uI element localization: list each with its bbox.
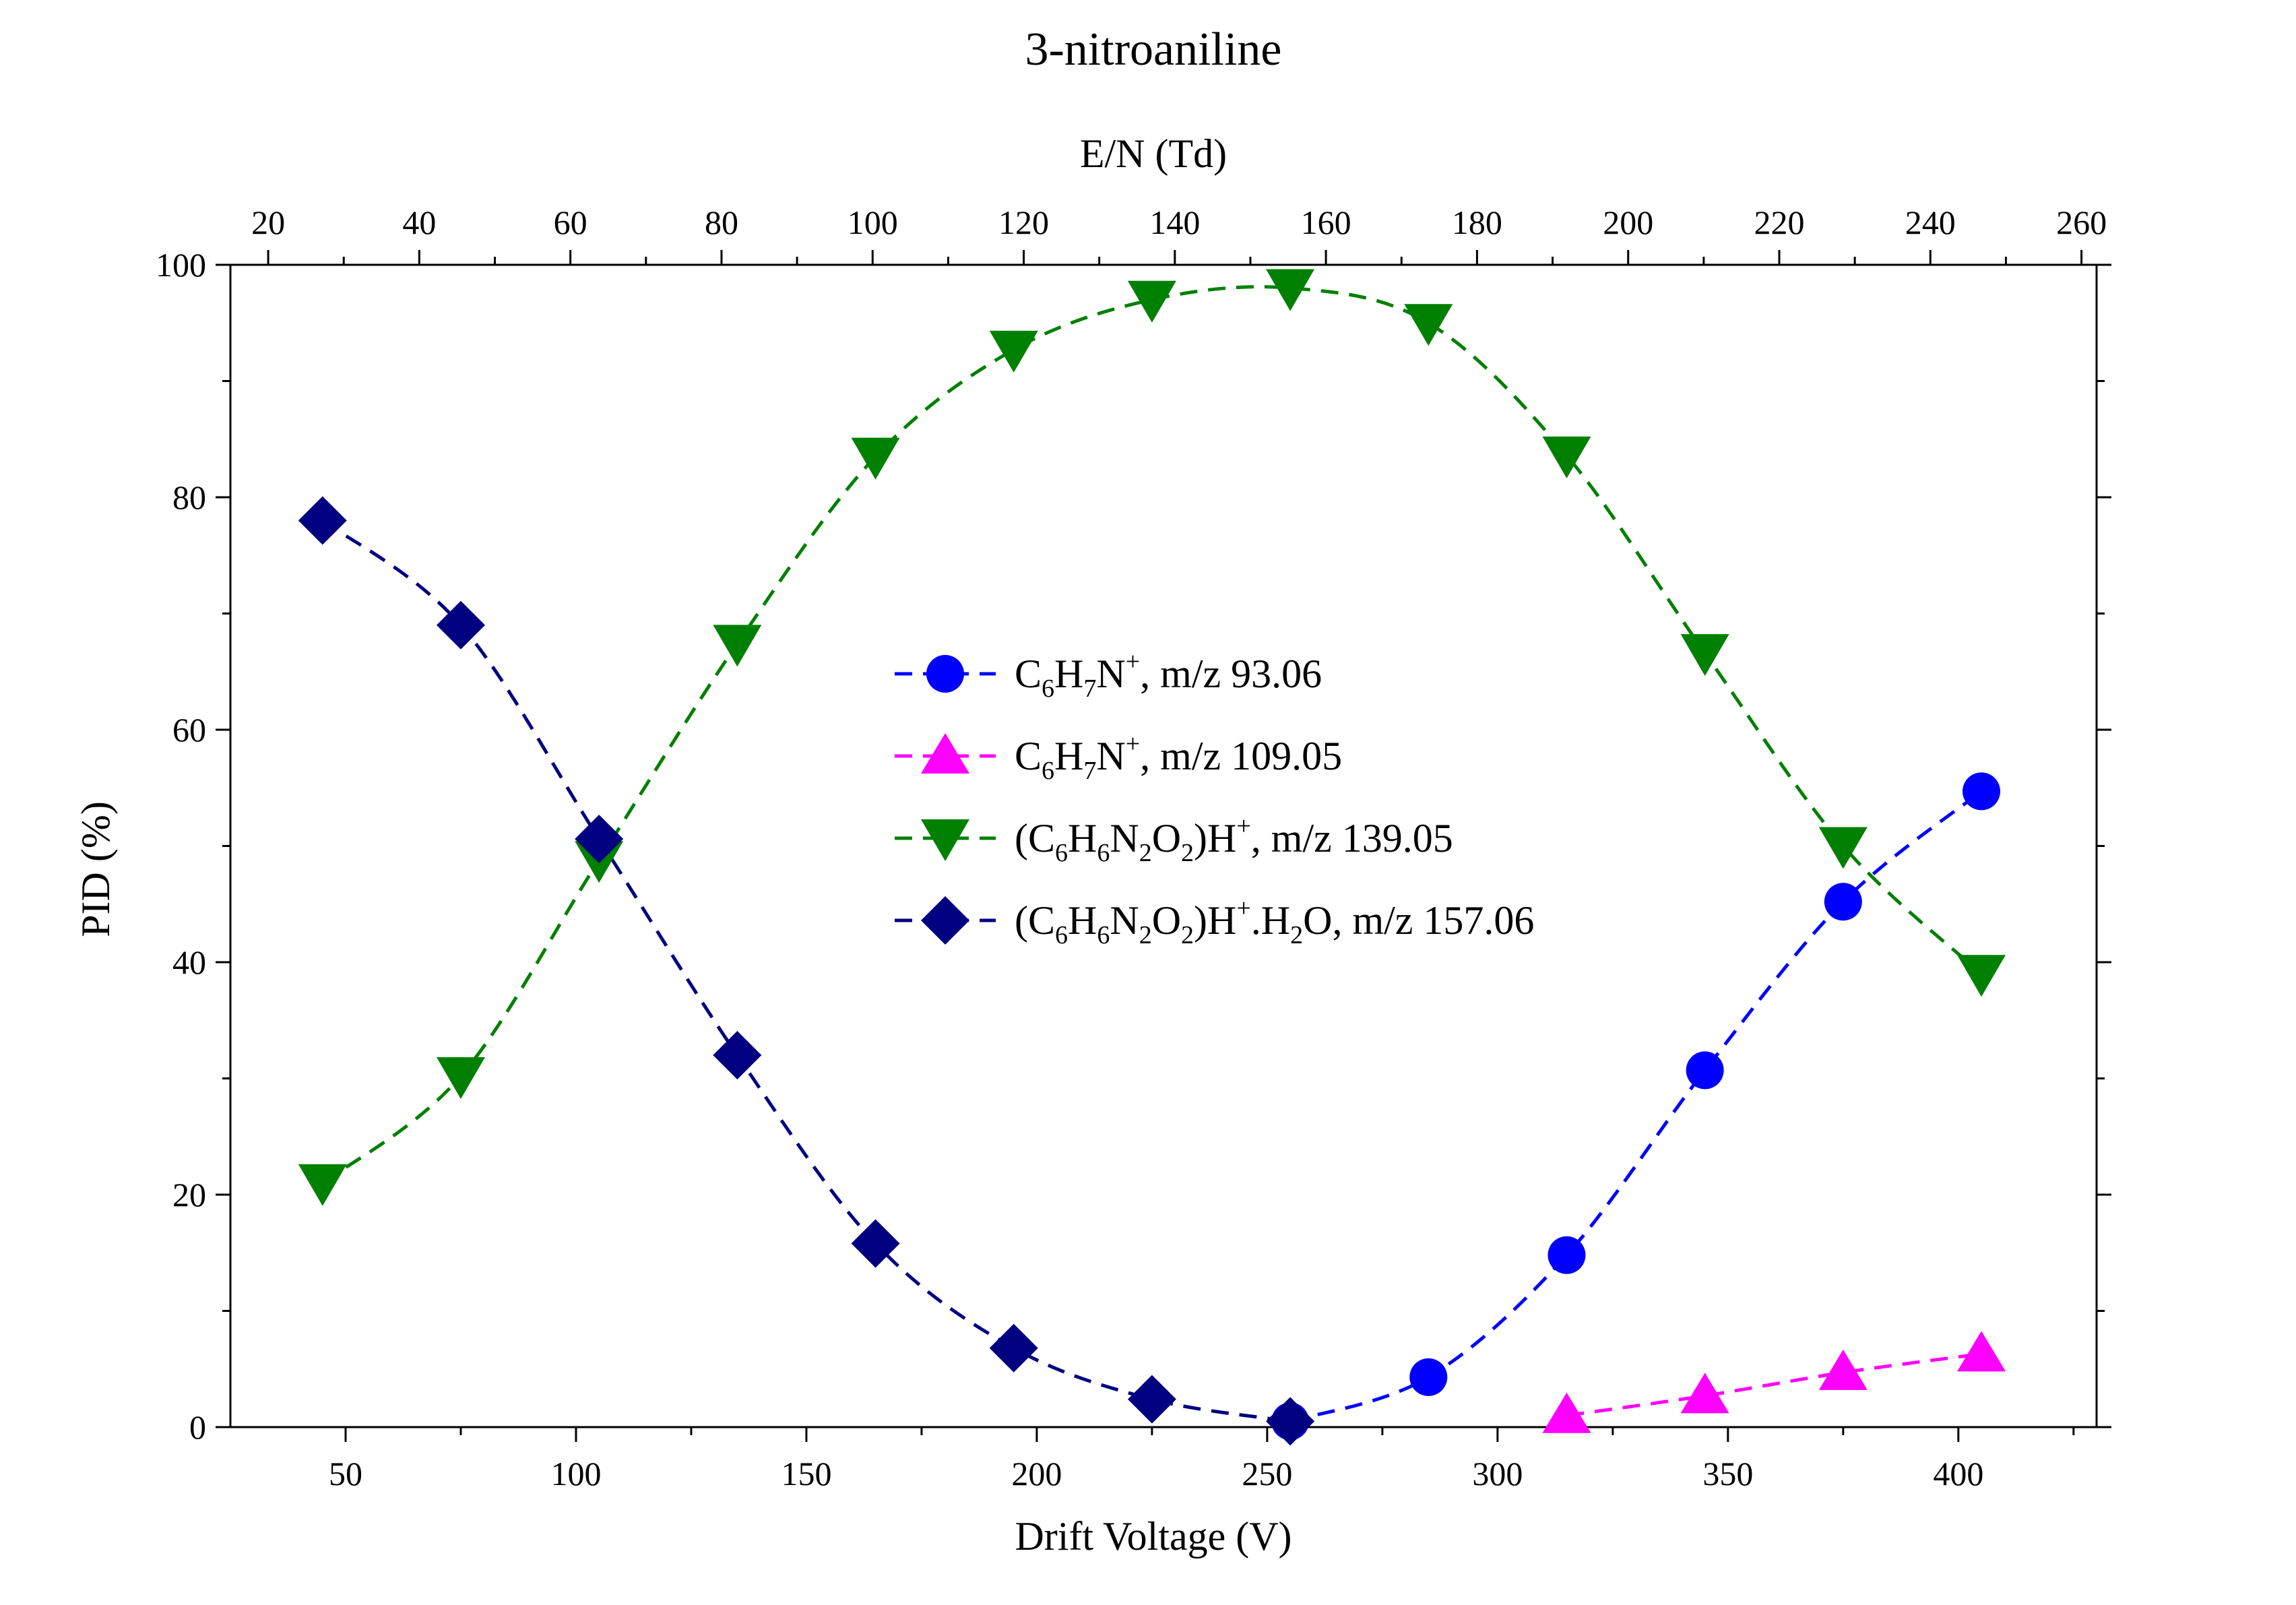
legend-label: C6H7N+, m/z 109.05 [1015,730,1342,785]
y-tick-label: 80 [172,478,206,516]
top-tick-label: 40 [402,203,436,241]
data-point-series-2 [1818,1349,1868,1390]
legend-marker [921,819,969,861]
x-tick-label: 50 [329,1455,362,1492]
data-point-series-3 [1542,436,1591,478]
top-tick-label: 20 [251,203,285,241]
x-tick-label: 350 [1702,1455,1753,1492]
data-point-series-1 [1548,1236,1586,1274]
data-point-series-4 [989,1323,1038,1373]
data-point-series-3 [989,330,1038,373]
fit-curve-series-2 [1566,1352,1982,1418]
data-point-series-3 [436,1057,485,1100]
data-point-series-4 [851,1219,900,1268]
data-point-series-3 [1957,955,2006,997]
data-point-series-3 [298,1164,347,1206]
legend-label: (C6H6N2O2)H+.H2O, m/z 157.06 [1015,894,1534,949]
y-tick-label: 40 [172,943,206,981]
fit-curve-series-1 [1289,790,1983,1423]
x-tick-label: 300 [1472,1455,1523,1492]
legend: C6H7N+, m/z 93.06 C6H7N+, m/z 109.05 (C6H6… [895,648,1534,949]
top-tick-label: 160 [1301,203,1351,241]
data-point-series-3 [713,625,762,667]
y-axis-title: PID (%) [73,801,118,937]
data-point-series-4 [1266,1397,1315,1446]
top-tick-label: 140 [1149,203,1200,241]
top-tick-label: 120 [998,203,1049,241]
data-markers [298,269,2006,1446]
top-axis-title: E/N (Td) [1080,131,1227,176]
x-tick-label: 100 [550,1455,601,1492]
data-point-series-4 [713,1031,762,1079]
data-point-series-3 [1680,634,1729,676]
top-tick-label: 200 [1603,203,1653,241]
axis-ticks [216,250,2111,1442]
data-point-series-3 [1127,280,1176,323]
fit-curve-series-4 [321,519,1291,1423]
y-tick-label: 100 [156,246,206,284]
data-point-series-2 [1542,1392,1591,1433]
legend-marker [921,896,969,945]
top-tick-label: 180 [1452,203,1502,241]
x-tick-label: 250 [1242,1455,1292,1492]
data-point-series-4 [1127,1375,1176,1424]
data-point-series-4 [575,815,624,864]
x-tick-label: 400 [1933,1455,1983,1492]
top-tick-label: 260 [2056,203,2107,241]
top-tick-label: 80 [705,203,738,241]
y-tick-label: 20 [172,1176,206,1214]
data-point-series-2 [1957,1331,2006,1372]
top-tick-label: 60 [554,203,587,241]
x-axis-title: Drift Voltage (V) [1015,1514,1292,1559]
data-point-series-3 [1266,269,1315,311]
data-point-series-1 [1824,883,1862,921]
top-tick-label: 100 [848,203,898,241]
data-point-series-3 [851,437,900,480]
data-point-series-1 [1963,772,2001,811]
data-point-series-1 [1409,1358,1448,1396]
legend-marker [921,733,969,774]
legend-label: (C6H6N2O2)H+, m/z 139.05 [1015,812,1453,867]
chart-title: 3-nitroaniline [1025,24,1281,75]
legend-label: C6H7N+, m/z 93.06 [1015,648,1322,703]
x-tick-label: 150 [781,1455,831,1492]
top-tick-label: 220 [1754,203,1804,241]
y-tick-label: 0 [189,1408,206,1446]
top-tick-label: 240 [1905,203,1956,241]
data-point-series-1 [1686,1051,1724,1090]
data-point-series-4 [298,496,347,545]
data-point-series-2 [1680,1373,1729,1414]
legend-marker [926,655,964,693]
data-point-series-3 [1404,304,1453,346]
x-tick-label: 200 [1011,1455,1062,1492]
data-point-series-3 [1818,827,1868,869]
y-tick-label: 60 [172,711,206,749]
data-point-series-4 [436,600,485,650]
